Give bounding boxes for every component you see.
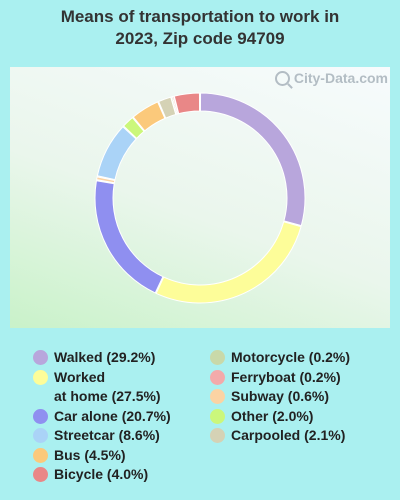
slice-worked-at-home — [155, 221, 302, 304]
magnifier-icon — [274, 70, 290, 86]
slice-subway — [96, 176, 116, 184]
slice-walked — [199, 92, 306, 227]
chart-title: Means of transportation to work in 2023,… — [0, 6, 400, 50]
watermark: City-Data.com — [274, 70, 388, 86]
chart-title-line-1: Means of transportation to work in — [60, 7, 340, 26]
slice-bus — [132, 101, 166, 132]
watermark-text: City-Data.com — [293, 70, 388, 86]
slice-other — [122, 116, 145, 140]
slice-streetcar — [96, 126, 137, 181]
slice-car-alone — [94, 180, 164, 294]
slice-bicycle — [173, 92, 201, 115]
chart-title-line-2: 2023, Zip code 94709 — [115, 29, 285, 48]
